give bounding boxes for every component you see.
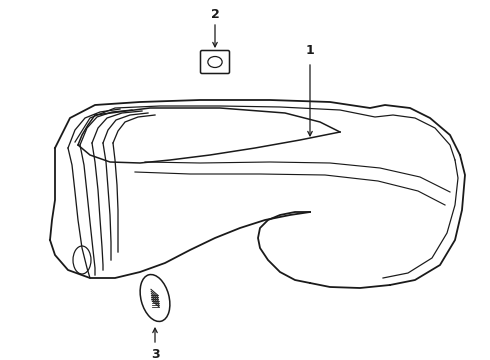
FancyBboxPatch shape <box>200 50 229 73</box>
Text: 1: 1 <box>306 44 315 57</box>
Text: 3: 3 <box>151 348 159 360</box>
Ellipse shape <box>140 275 170 321</box>
Ellipse shape <box>73 246 91 274</box>
Text: 2: 2 <box>211 8 220 21</box>
